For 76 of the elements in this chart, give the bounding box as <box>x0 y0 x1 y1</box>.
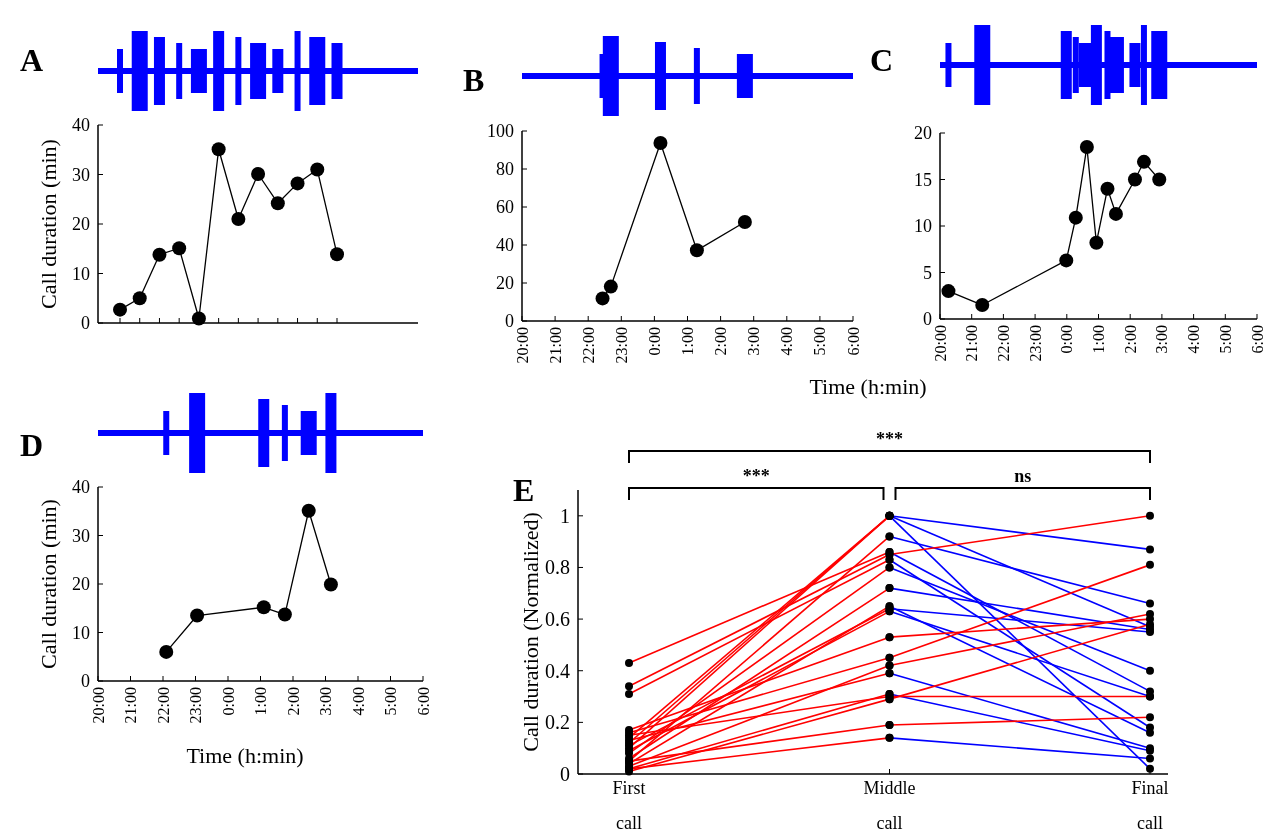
x-tick-label: 21:00 <box>546 327 564 364</box>
y-tick-label: 10 <box>72 622 90 643</box>
y-tick-label: 0 <box>923 309 932 329</box>
x-tick-label: 6:00 <box>414 687 432 716</box>
chart-title: C <box>870 42 894 79</box>
x-tick-label: 21:00 <box>122 687 139 724</box>
text: *** <box>876 429 903 449</box>
y-tick-label: 20 <box>72 214 90 234</box>
y-axis-title: Call duration (Normalized) <box>517 512 543 752</box>
x-tick-label: 22:00 <box>994 325 1012 362</box>
y-axis-title: Call duration (min) <box>35 499 61 669</box>
y-tick-label: 10 <box>914 216 932 236</box>
x-tick-label: 5:00 <box>382 687 399 716</box>
x-tick-label: 22:00 <box>154 687 172 724</box>
y-tick-label: 0.6 <box>545 608 570 631</box>
y-tick-label: 40 <box>72 115 90 135</box>
x-tick-label: 1:00 <box>252 687 269 716</box>
y-tick-label: 10 <box>72 263 90 284</box>
x-tick-label: 3:00 <box>745 327 763 356</box>
x-tick-label: 2:00 <box>284 687 302 716</box>
x-tick-label: 23:00 <box>612 327 630 364</box>
y-tick-label: 15 <box>914 169 932 190</box>
x-axis-title: Time (h:min) <box>809 374 927 399</box>
x-tick-label: 5:00 <box>811 327 829 356</box>
x-tick-label: 23:00 <box>1026 325 1044 362</box>
x-tick-label: 6:00 <box>844 327 862 356</box>
x-tick-label: 20:00 <box>89 687 107 724</box>
x-axis-title: Time (h:min) <box>186 743 304 768</box>
x-tick-label: Middle call <box>863 778 916 833</box>
x-tick-label: 3:00 <box>1153 325 1171 354</box>
y-tick-label: 0.2 <box>545 711 570 734</box>
y-tick-label: 40 <box>72 477 90 497</box>
y-tick-label: 0.8 <box>545 556 570 579</box>
y-tick-label: 5 <box>923 262 932 283</box>
x-tick-label: 23:00 <box>187 687 204 724</box>
x-tick-label: Final call <box>1131 778 1169 833</box>
y-tick-label: 30 <box>72 164 90 185</box>
y-tick-label: 0 <box>81 313 90 333</box>
y-tick-label: 40 <box>496 235 514 255</box>
x-tick-label: 20:00 <box>513 327 531 364</box>
x-tick-label: 0:00 <box>645 327 663 356</box>
x-tick-label: 20:00 <box>931 325 949 362</box>
y-tick-label: 0 <box>505 311 514 331</box>
y-tick-label: 20 <box>496 273 514 293</box>
x-tick-label: 5:00 <box>1216 325 1234 354</box>
y-tick-label: 0.4 <box>545 659 570 682</box>
x-tick-label: 2:00 <box>712 327 730 356</box>
x-tick-label: 21:00 <box>963 325 981 362</box>
y-tick-label: 60 <box>496 197 514 217</box>
x-tick-label: 4:00 <box>1185 325 1203 354</box>
y-tick-label: 100 <box>487 121 514 141</box>
x-tick-label: 2:00 <box>1121 325 1139 354</box>
chart-title: A <box>20 42 44 79</box>
x-tick-label: 4:00 <box>349 687 367 716</box>
x-tick-label: 1:00 <box>679 327 696 356</box>
y-tick-label: 20 <box>72 574 90 594</box>
x-tick-label: First call <box>612 778 646 833</box>
chart-title: B <box>463 62 485 99</box>
y-tick-label: 1 <box>560 504 570 527</box>
x-tick-label: 1:00 <box>1090 325 1107 354</box>
chart-title: E <box>513 472 535 509</box>
x-tick-label: 4:00 <box>778 327 796 356</box>
x-tick-label: 6:00 <box>1248 325 1265 354</box>
y-tick-label: 80 <box>496 159 514 179</box>
x-tick-label: 0:00 <box>219 687 237 716</box>
x-tick-label: 0:00 <box>1058 325 1076 354</box>
y-tick-label: 20 <box>914 123 932 143</box>
y-tick-label: 30 <box>72 525 90 546</box>
x-tick-label: 3:00 <box>317 687 334 716</box>
text: ns <box>1014 466 1032 486</box>
chart-title: D <box>20 427 44 464</box>
y-axis-title: Call duration (min) <box>35 139 61 309</box>
x-tick-label: 22:00 <box>579 327 597 364</box>
y-tick-label: 0 <box>560 763 570 785</box>
text: *** <box>742 466 770 486</box>
y-tick-label: 0 <box>81 671 90 691</box>
